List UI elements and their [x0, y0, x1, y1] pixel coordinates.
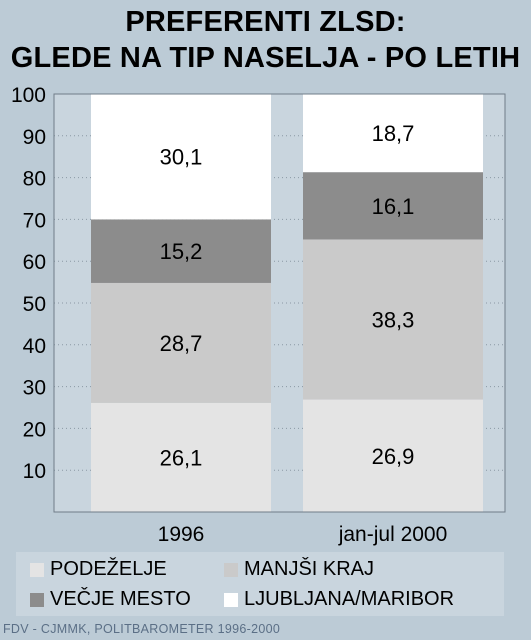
y-tick-label: 20 [23, 418, 46, 441]
legend-swatch-ljubljana-maribor [224, 592, 238, 607]
legend-label-vecje-mesto: VEČJE MESTO [50, 588, 191, 610]
y-tick-label: 80 [23, 168, 46, 191]
bar-segment [91, 93, 271, 220]
legend-label-ljubljana-maribor: LJUBLJANA/MARIBOR [244, 588, 455, 610]
bar-segment [91, 282, 271, 403]
source-note: FDV - CJMMK, POLITBAROMETER 1996-2000 [3, 622, 281, 636]
legend-item-vecje-mesto: VEČJE MESTO [30, 588, 191, 611]
data-label: 38,3 [372, 308, 415, 333]
data-label: 18,7 [372, 121, 415, 146]
legend-swatch-vecje-mesto [30, 592, 44, 607]
legend-item-manjsi-kraj: MANJŠI KRAJ [224, 558, 374, 581]
chart-title-line-2: GLEDE NA TIP NASELJA - PO LETIH [10, 42, 521, 74]
legend-item-ljubljana-maribor: LJUBLJANA/MARIBOR [224, 588, 454, 611]
legend-label-podezelje: PODEŽELJE [50, 558, 167, 580]
y-tick-label: 30 [23, 377, 46, 400]
data-label: 15,2 [160, 239, 203, 264]
legend-label-manjsi-kraj: MANJŠI KRAJ [244, 558, 375, 580]
data-label: 26,1 [160, 445, 203, 470]
y-tick-label: 70 [23, 209, 46, 232]
bar-segment [303, 94, 483, 173]
bar-segment [303, 399, 483, 512]
y-tick-label: 40 [23, 335, 46, 358]
chart-title-line-1: PREFERENTI ZLSD: [125, 6, 406, 38]
plot-border [53, 93, 506, 513]
data-label: 30,1 [160, 144, 203, 169]
x-category-label: jan-jul 2000 [338, 523, 448, 546]
bar-segment [91, 219, 271, 283]
y-tick-label: 100 [11, 84, 46, 107]
stacked-bar-chart: 10 20 30 40 50 60 70 80 90 100 26,1 28,7 15,2 30,1 199… [11, 84, 506, 546]
data-label: 28,7 [160, 331, 203, 356]
legend-swatch-podezelje [30, 562, 44, 577]
y-tick-label: 90 [23, 126, 46, 149]
x-category-label: 1996 [158, 523, 205, 546]
bar-segment [303, 239, 483, 400]
bar-segment [303, 172, 483, 240]
y-tick-label: 50 [23, 293, 46, 316]
legend-item-podezelje: PODEŽELJE [30, 558, 167, 581]
data-label: 16,1 [372, 194, 415, 219]
bar-segment [91, 402, 271, 512]
data-label: 26,9 [372, 444, 415, 469]
legend-swatch-manjsi-kraj [224, 562, 238, 577]
y-tick-label: 60 [23, 251, 46, 274]
y-tick-label: 10 [23, 460, 46, 483]
legend: PODEŽELJE MANJŠI KRAJ VEČJE MESTO LJUBLJ… [16, 552, 504, 616]
